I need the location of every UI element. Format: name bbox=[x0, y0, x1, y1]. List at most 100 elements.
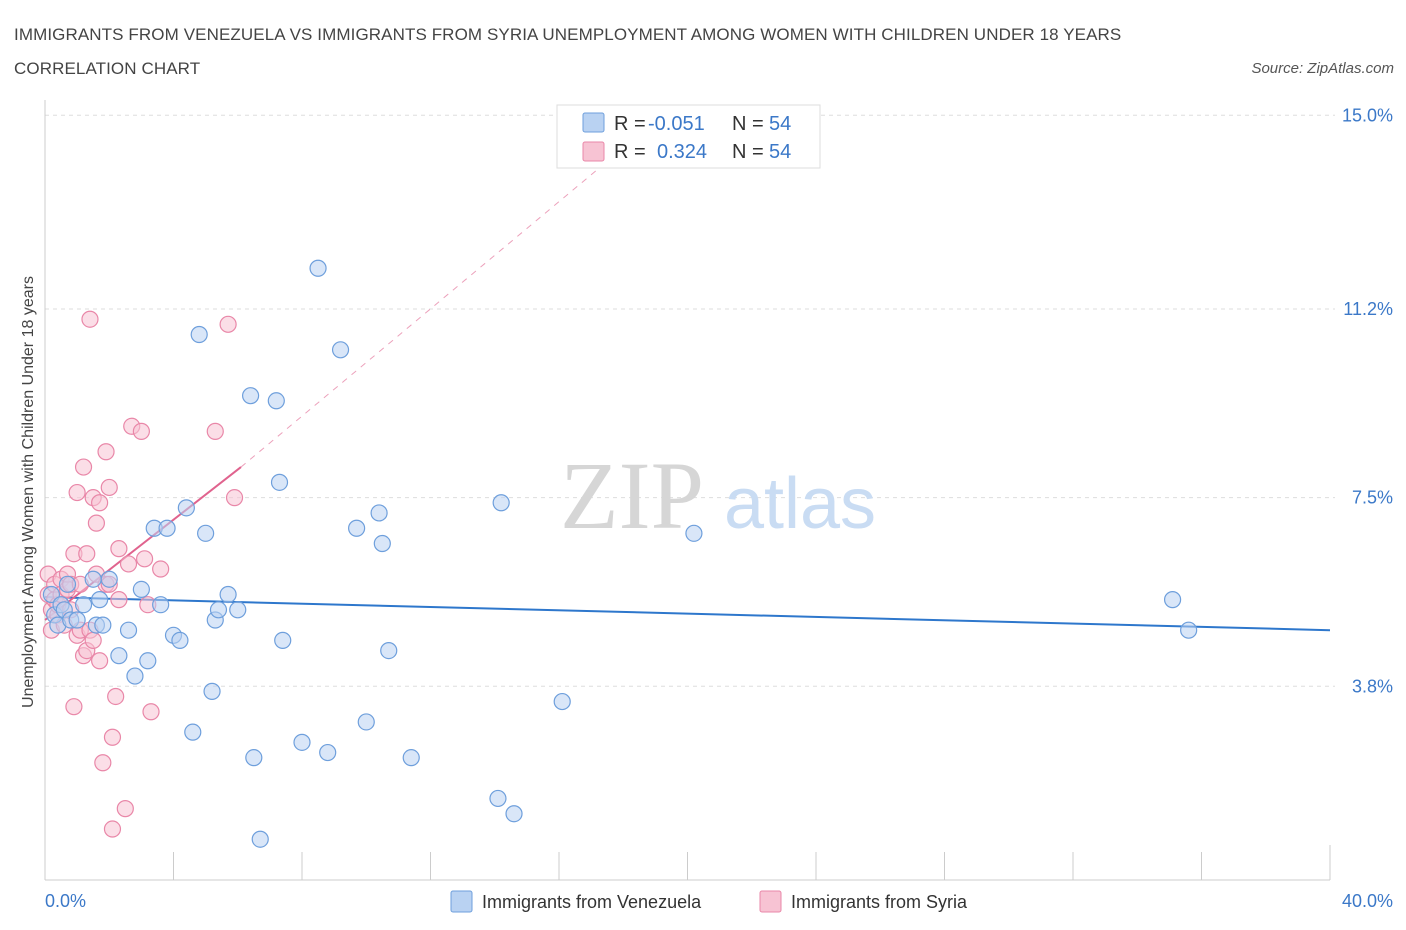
data-point-venezuela bbox=[492, 494, 510, 512]
data-point-venezuela bbox=[251, 830, 269, 848]
legend-n-label-syria: N = bbox=[732, 141, 764, 163]
data-point-syria bbox=[97, 443, 115, 461]
legend-bottom-label-syria: Immigrants from Syria bbox=[791, 892, 968, 912]
data-point-syria bbox=[100, 478, 118, 497]
data-point-venezuela bbox=[177, 499, 195, 517]
legend-r-value-venezuela: -0.051 bbox=[648, 113, 705, 135]
legend-swatch-venezuela bbox=[582, 112, 605, 133]
data-point-syria bbox=[103, 820, 122, 838]
legend-n-value-syria: 54 bbox=[769, 141, 791, 163]
data-point-venezuela bbox=[505, 805, 523, 823]
data-point-venezuela bbox=[1180, 621, 1198, 639]
data-point-syria bbox=[110, 591, 128, 609]
data-point-syria bbox=[78, 545, 96, 563]
data-point-syria bbox=[84, 631, 102, 649]
data-point-venezuela bbox=[267, 392, 285, 410]
data-point-syria bbox=[94, 754, 112, 772]
data-point-venezuela bbox=[331, 341, 350, 359]
series-syria-points bbox=[39, 310, 244, 838]
legend-bottom: Immigrants from Venezuela Immigrants fro… bbox=[450, 890, 968, 913]
data-point-venezuela bbox=[274, 631, 292, 649]
data-point-syria bbox=[81, 310, 99, 328]
tick-labels: 3.8% 7.5% 11.2% 15.0% 0.0% 40.0% bbox=[45, 105, 1393, 911]
data-point-venezuela bbox=[139, 652, 157, 670]
y-tick-label: 3.8% bbox=[1352, 676, 1393, 696]
data-point-venezuela bbox=[293, 733, 311, 751]
legend-bottom-swatch-venezuela bbox=[450, 890, 473, 913]
data-point-syria bbox=[74, 458, 93, 476]
data-point-syria bbox=[68, 483, 86, 502]
data-point-venezuela bbox=[171, 631, 189, 649]
legend-r-label-syria: R = bbox=[614, 141, 646, 163]
data-point-syria bbox=[206, 422, 224, 440]
data-point-venezuela bbox=[190, 325, 208, 344]
data-point-syria bbox=[65, 698, 83, 716]
data-point-venezuela bbox=[203, 682, 221, 700]
legend-r-label-venezuela: R = bbox=[614, 113, 646, 135]
data-point-venezuela bbox=[58, 575, 77, 593]
watermark-atlas: atlas bbox=[724, 464, 876, 544]
data-point-syria bbox=[225, 489, 244, 507]
data-point-venezuela bbox=[209, 601, 228, 619]
data-point-venezuela bbox=[357, 713, 375, 731]
data-point-venezuela bbox=[309, 259, 327, 277]
data-point-venezuela bbox=[219, 585, 237, 604]
x-tick-label: 40.0% bbox=[1342, 891, 1393, 911]
y-tick-label: 7.5% bbox=[1352, 488, 1393, 508]
data-point-venezuela bbox=[229, 601, 247, 619]
legend-bottom-label-venezuela: Immigrants from Venezuela bbox=[482, 892, 702, 912]
data-point-venezuela bbox=[348, 519, 366, 537]
source-label: Source: ZipAtlas.com bbox=[1251, 60, 1394, 77]
data-point-venezuela bbox=[380, 641, 398, 660]
data-point-syria bbox=[103, 728, 122, 746]
data-point-syria bbox=[116, 800, 134, 818]
data-point-venezuela bbox=[553, 692, 571, 711]
data-point-syria bbox=[110, 540, 128, 558]
data-point-syria bbox=[142, 703, 160, 721]
data-point-venezuela bbox=[152, 596, 170, 614]
watermark-zip: ZIP bbox=[560, 442, 704, 549]
data-point-venezuela bbox=[119, 621, 138, 639]
data-point-venezuela bbox=[402, 749, 420, 767]
data-point-venezuela bbox=[373, 534, 391, 553]
data-point-syria bbox=[135, 550, 154, 568]
data-point-syria bbox=[152, 560, 170, 578]
y-axis-label: Unemployment Among Women with Children U… bbox=[20, 276, 37, 708]
legend-n-label-venezuela: N = bbox=[732, 113, 764, 135]
data-point-venezuela bbox=[94, 616, 112, 634]
trend-line-venezuela bbox=[44, 596, 1331, 632]
data-point-syria bbox=[219, 315, 237, 333]
series-venezuela-points bbox=[42, 259, 1198, 848]
gridlines bbox=[45, 114, 1335, 687]
data-point-venezuela bbox=[489, 789, 507, 808]
legend-bottom-swatch-syria bbox=[759, 890, 782, 913]
axes bbox=[44, 100, 1331, 881]
data-point-venezuela bbox=[74, 596, 93, 614]
data-point-venezuela bbox=[91, 591, 109, 609]
data-point-venezuela bbox=[68, 611, 86, 629]
data-point-venezuela bbox=[184, 723, 202, 741]
legend-r-value-syria: 0.324 bbox=[657, 141, 707, 163]
data-point-venezuela bbox=[1163, 591, 1182, 609]
data-point-venezuela bbox=[245, 749, 263, 767]
data-point-syria bbox=[107, 687, 125, 706]
data-point-syria bbox=[87, 514, 106, 532]
data-point-venezuela bbox=[110, 647, 128, 665]
data-point-venezuela bbox=[242, 387, 260, 405]
data-point-venezuela bbox=[132, 580, 150, 599]
x-tick-label: 0.0% bbox=[45, 891, 86, 911]
data-point-venezuela bbox=[370, 504, 388, 522]
legend-swatch-syria bbox=[582, 141, 605, 162]
data-point-venezuela bbox=[84, 570, 102, 588]
data-point-venezuela bbox=[685, 524, 703, 542]
trend-line-extension-syria bbox=[240, 155, 614, 468]
data-point-venezuela bbox=[126, 667, 144, 685]
chart-title: IMMIGRANTS FROM VENEZUELA VS IMMIGRANTS … bbox=[14, 25, 1122, 78]
data-point-syria bbox=[91, 652, 109, 670]
y-tick-label: 11.2% bbox=[1343, 299, 1393, 319]
y-tick-label: 15.0% bbox=[1342, 105, 1393, 125]
data-point-venezuela bbox=[158, 519, 176, 537]
trend-line-syria bbox=[44, 466, 242, 621]
data-point-syria bbox=[132, 422, 150, 440]
